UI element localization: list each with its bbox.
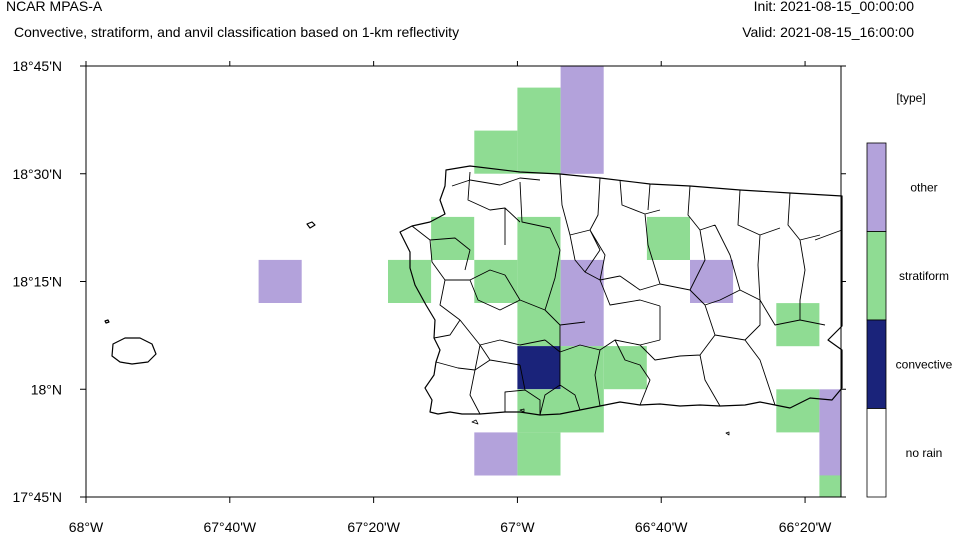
lat-tick-label: 18°N [31,381,62,397]
lon-tick-label: 67°20'W [347,519,400,535]
lon-tick-label: 67°40'W [203,519,256,535]
legend-colorbar: other stratiform convective no rain [866,142,953,498]
mona-island-coastline [111,337,157,365]
legend: [type] other stratiform convective no rain [866,91,953,498]
lat-tick-label: 18°45'N [12,58,62,74]
coastline-borders [104,165,843,436]
monito-islet [104,319,110,324]
cell-other [819,389,841,476]
lon-tick-label: 68°W [69,519,104,535]
lon-tick-label: 66°20'W [779,519,832,535]
legend-swatch [866,408,887,498]
legend-swatch [866,231,887,321]
cell-stratiform [517,87,561,174]
legend-swatch [866,142,887,232]
cell-stratiform [474,130,518,174]
plot-subtitle: Convective, stratiform, and anvil classi… [14,24,460,40]
cell-stratiform [517,432,561,476]
legend-label: stratiform [899,269,949,283]
legend-label: no rain [906,446,943,460]
cell-stratiform [603,346,647,390]
desecheo-islet [306,221,316,229]
lat-tick-label: 18°30'N [12,166,62,182]
lat-tick-label: 18°15'N [12,274,62,290]
lon-tick-label: 66°40'W [635,519,688,535]
legend-label: other [910,180,937,194]
cell-other [474,432,518,476]
legend-title: [type] [896,91,925,105]
cell-other [258,259,302,303]
lat-tick-label: 17°45'N [12,489,62,505]
cell-stratiform [819,475,841,497]
cell-stratiform [474,259,518,303]
cell-other [560,66,604,174]
init-time: Init: 2021-08-15_00:00:00 [753,0,914,14]
valid-time: Valid: 2021-08-15_16:00:00 [742,24,914,40]
model-title: NCAR MPAS-A [6,0,103,14]
legend-label: convective [896,357,953,371]
classification-cells [258,66,841,497]
cell-other [690,259,734,303]
latitude-axis: 18°45'N 18°30'N 18°15'N 18°N 17°45'N [12,58,846,505]
legend-swatch [866,319,887,409]
lon-tick-label: 67°W [500,519,535,535]
municipal-border [411,171,843,416]
cell-convective [517,346,561,390]
cell-stratiform [776,303,820,347]
cell-other [560,259,604,347]
longitude-axis: 68°W 67°40'W 67°20'W 67°W 66°40'W 66°20'W [69,61,832,535]
cell-stratiform [646,216,690,260]
cell-stratiform [517,389,604,433]
south-coast-islets [471,408,730,436]
cell-stratiform [776,389,820,433]
cell-stratiform [517,216,561,347]
